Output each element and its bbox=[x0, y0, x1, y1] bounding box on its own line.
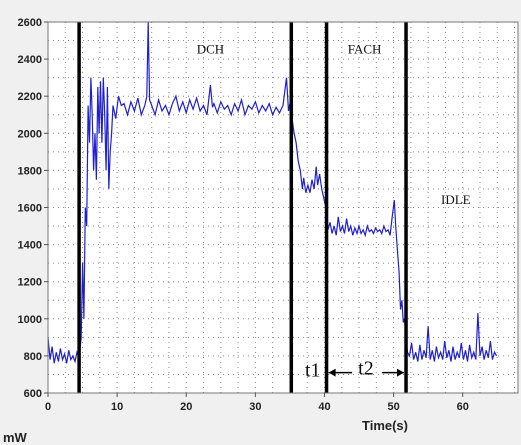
y-tick-label: 1200 bbox=[18, 277, 42, 289]
x-tick-label: 0 bbox=[45, 401, 51, 413]
state-label-idle: IDLE bbox=[441, 192, 471, 207]
y-tick-label: 800 bbox=[24, 351, 42, 363]
x-tick-label: 10 bbox=[111, 401, 123, 413]
state-boundaries bbox=[77, 22, 408, 393]
x-axis-title: Time(s) bbox=[362, 418, 408, 433]
x-tick-label: 30 bbox=[249, 401, 261, 413]
x-tick-label: 40 bbox=[318, 401, 330, 413]
x-tick-label: 60 bbox=[457, 401, 469, 413]
arrow-t1 bbox=[328, 368, 353, 377]
arrow-t2 bbox=[381, 368, 404, 377]
y-tick-label: 1600 bbox=[18, 203, 42, 215]
y-tick-label: 1400 bbox=[18, 240, 42, 252]
y-tick-label: 600 bbox=[24, 388, 42, 400]
y-axis-unit: mW bbox=[3, 430, 28, 445]
state-label-fach: FACH bbox=[348, 42, 382, 57]
y-tick-label: 1800 bbox=[18, 165, 42, 177]
interval-arrows bbox=[328, 368, 404, 377]
x-tick-label: 50 bbox=[387, 401, 399, 413]
state-label-dch: DCH bbox=[197, 42, 224, 57]
interval-label-t1: t1 bbox=[305, 359, 321, 381]
axis-ticks: 6008001000120014001600180020002200240026… bbox=[18, 17, 469, 413]
y-tick-label: 2200 bbox=[18, 91, 42, 103]
y-tick-label: 2400 bbox=[18, 54, 42, 66]
x-tick-label: 20 bbox=[180, 401, 192, 413]
series-line-1 bbox=[47, 21, 498, 364]
interval-label-t2: t2 bbox=[358, 357, 374, 379]
y-tick-label: 2600 bbox=[18, 17, 42, 29]
y-tick-label: 2000 bbox=[18, 128, 42, 140]
grid bbox=[48, 22, 518, 393]
series-layer bbox=[47, 21, 498, 364]
y-tick-label: 1000 bbox=[18, 314, 42, 326]
